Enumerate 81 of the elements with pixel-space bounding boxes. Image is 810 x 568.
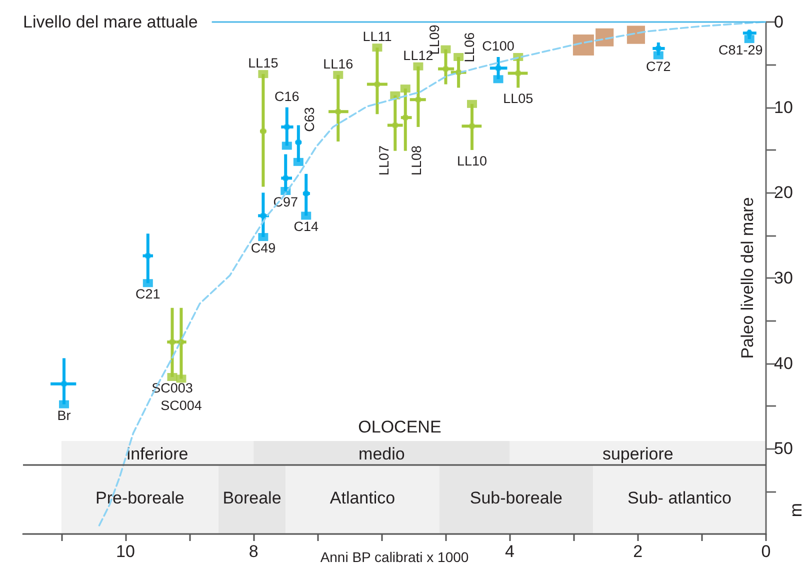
point xyxy=(653,51,664,60)
y-tick-label: 30 xyxy=(774,268,793,288)
point xyxy=(258,70,268,78)
y-tick-label: 40 xyxy=(774,354,793,373)
point xyxy=(372,44,382,52)
band-label: Atlantico xyxy=(330,488,396,508)
point xyxy=(176,374,186,383)
point xyxy=(170,340,175,344)
point xyxy=(454,52,464,61)
point xyxy=(283,176,288,181)
annotation: C63 xyxy=(302,107,317,132)
point xyxy=(301,212,312,220)
x-tick-label: 2 xyxy=(633,542,643,561)
point xyxy=(333,70,344,79)
annotation: SC003 xyxy=(152,380,193,396)
annotation: LL06 xyxy=(462,32,478,62)
annotation: LL08 xyxy=(408,145,424,176)
point xyxy=(282,142,292,150)
point xyxy=(746,30,752,36)
annotation: LL15 xyxy=(248,56,278,71)
annotation: OLOCENE xyxy=(358,418,442,436)
point xyxy=(493,75,504,84)
x-tick-label: 8 xyxy=(248,542,258,561)
band-label: superiore xyxy=(602,444,674,464)
x-tick-label: 0 xyxy=(761,542,771,561)
point xyxy=(516,70,521,76)
annotation: LL05 xyxy=(503,91,534,106)
annotation: LL10 xyxy=(456,154,488,168)
annotation: LL07 xyxy=(376,145,392,176)
point xyxy=(456,70,462,75)
band-label: Sub-boreale xyxy=(470,488,563,508)
point xyxy=(744,35,754,44)
text: m xyxy=(786,502,806,518)
band-label: inferiore xyxy=(126,444,188,464)
point xyxy=(145,253,150,258)
point xyxy=(496,66,501,71)
annotation: LL11 xyxy=(362,29,392,44)
point xyxy=(293,158,304,166)
annotation: C16 xyxy=(274,88,300,104)
annotation: C100 xyxy=(482,38,514,54)
point xyxy=(416,97,421,102)
point xyxy=(467,100,478,108)
point xyxy=(392,122,398,128)
annotation: C72 xyxy=(646,58,671,74)
annotation: C21 xyxy=(136,286,160,302)
point xyxy=(336,109,341,114)
point xyxy=(58,400,69,408)
point xyxy=(284,124,290,130)
point xyxy=(258,233,268,242)
y-tick-label: 20 xyxy=(774,183,793,202)
point xyxy=(400,84,410,93)
y-tick-label: 0 xyxy=(774,12,784,32)
x-tick-label: 4 xyxy=(505,542,515,561)
point xyxy=(413,62,424,70)
annotation: Br xyxy=(57,408,72,423)
y-axis-title: Paleo livello del mare xyxy=(738,197,757,359)
y-tick-label: 10 xyxy=(774,98,793,117)
annotation: C49 xyxy=(250,240,276,256)
point xyxy=(402,115,408,120)
point xyxy=(440,45,451,54)
annotation: LL16 xyxy=(323,56,354,72)
point xyxy=(443,66,448,72)
band-label: Boreale xyxy=(222,488,282,508)
annotation: C14 xyxy=(294,219,319,234)
x-tick-label: 10 xyxy=(116,542,135,561)
annotation: C81-29 xyxy=(718,42,763,58)
annotation: SC004 xyxy=(160,398,202,414)
band-label: medio xyxy=(358,444,405,464)
point xyxy=(260,213,266,218)
point xyxy=(167,372,178,381)
point xyxy=(374,82,380,87)
y-tick-label: 50 xyxy=(774,439,793,458)
point xyxy=(61,381,66,386)
x-axis-title: Anni BP calibrati x 1000 xyxy=(320,549,469,565)
point xyxy=(142,279,153,288)
point xyxy=(178,340,184,344)
point xyxy=(656,46,661,51)
point xyxy=(470,124,475,129)
band-label: Pre-boreale xyxy=(95,488,184,508)
band-label: Sub- atlantico xyxy=(628,488,732,508)
ref-line-label: Livello del mare attuale xyxy=(23,12,198,32)
